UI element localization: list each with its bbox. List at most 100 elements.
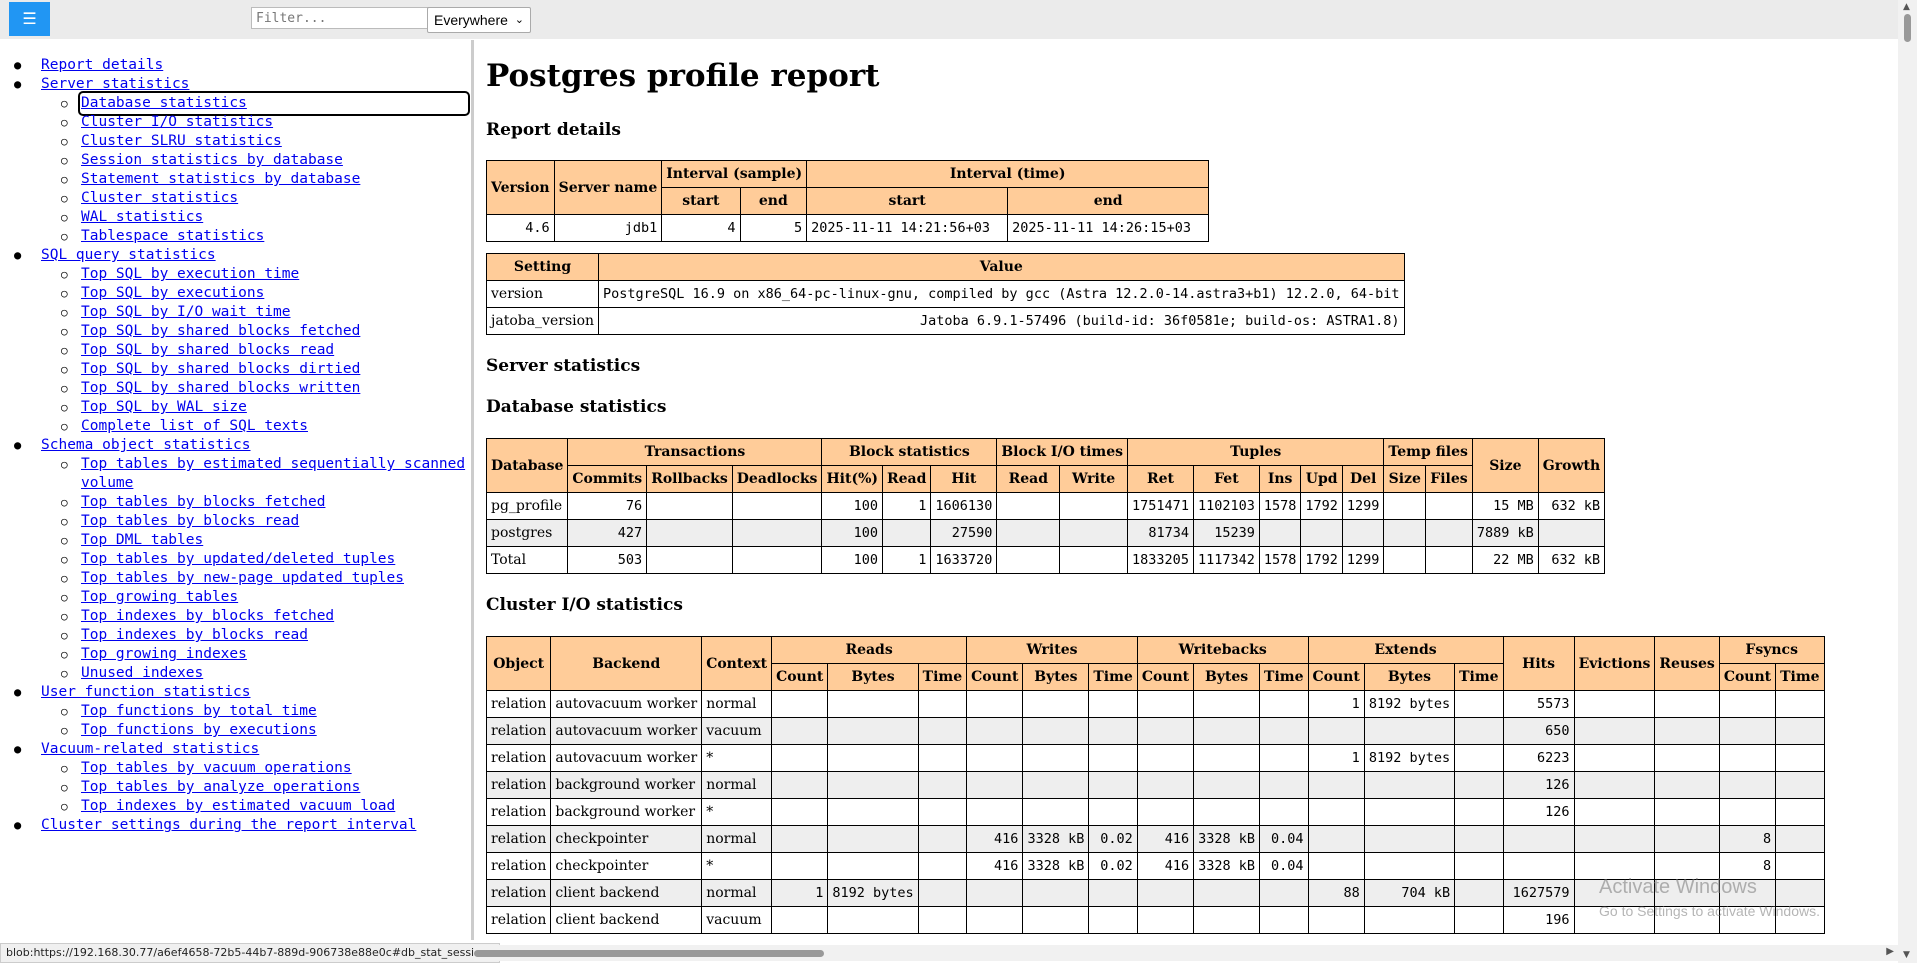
sidebar-link[interactable]: Report details [41,57,164,73]
horizontal-scroll-thumb[interactable] [474,950,824,957]
table-cell [771,852,829,880]
vertical-scrollbar[interactable]: ▲ ▼ [1898,0,1917,963]
sidebar-sublink[interactable]: Top indexes by blocks fetched [81,608,335,624]
table-cell: 126 [1502,771,1575,799]
table-cell [1454,906,1504,934]
scope-select[interactable]: Everywhere ⌄ [427,7,531,33]
table-cell [1258,519,1302,547]
table-cell [966,690,1024,718]
sidebar-link[interactable]: Schema object statistics [41,437,251,453]
sidebar-sublink[interactable]: Top tables by analyze operations [81,779,361,795]
table-cell [827,852,919,880]
sidebar-subitem: ○ Database statistics [41,91,470,116]
report-details-heading: Report details [486,120,621,140]
table-cell: 81734 [1127,519,1194,547]
circle-bullet-icon: ○ [61,116,68,129]
table-cell: 27590 [930,519,998,547]
horizontal-scrollbar[interactable]: ▶ [474,945,1898,961]
sidebar-sublink[interactable]: Top SQL by I/O wait time [81,304,291,320]
sidebar-sublink[interactable]: Top SQL by shared blocks written [81,380,361,396]
sidebar-sublink[interactable]: Top functions by total time [81,703,317,719]
sidebar-subitem: ○ Tablespace statistics [41,227,470,246]
sidebar-sublink[interactable]: Top growing indexes [81,646,247,662]
table-cell: 196 [1502,906,1575,934]
sidebar-sublink[interactable]: Tablespace statistics [81,228,265,244]
bullet-icon: ● [14,58,22,72]
sidebar-link[interactable]: User function statistics [41,684,251,700]
sidebar-sublink[interactable]: Top SQL by execution time [81,266,300,282]
sidebar-sublink[interactable]: Top tables by updated/deleted tuples [81,551,396,567]
sidebar-sublink[interactable]: Top indexes by blocks read [81,627,308,643]
circle-bullet-icon: ○ [61,420,68,433]
sidebar-sublink[interactable]: Complete list of SQL texts [81,418,308,434]
sidebar-sublink[interactable]: Top tables by blocks fetched [81,494,326,510]
table-cell [1259,798,1309,826]
col-context: Context [701,636,773,691]
table-cell [1383,492,1427,520]
col-interval-time: Interval (time) [806,160,1210,188]
scroll-down-icon[interactable]: ▼ [1903,950,1910,960]
sidebar-sublink[interactable]: Unused indexes [81,665,204,681]
table-cell [1454,879,1504,907]
sidebar-sublink[interactable]: Top DML tables [81,532,204,548]
col-block-statistics: Block statistics [821,438,998,466]
sub-column-header: Write [1059,465,1129,493]
sidebar-link[interactable]: SQL query statistics [41,247,216,263]
sub-column-header: Del [1341,465,1385,493]
sidebar-sublink[interactable]: Top SQL by shared blocks fetched [81,323,361,339]
scroll-right-icon[interactable]: ▶ [1886,946,1894,957]
scroll-up-icon[interactable]: ▲ [1903,2,1910,12]
sidebar-subitem: ○ Top tables by estimated sequentially sc… [41,455,470,493]
sidebar-link[interactable]: Vacuum-related statistics [41,741,260,757]
table-cell [1059,546,1129,574]
sidebar-sublink[interactable]: Top SQL by shared blocks dirtied [81,361,361,377]
bullet-icon: ● [14,438,22,452]
vertical-scroll-thumb[interactable] [1904,14,1911,42]
table-cell [1502,852,1575,880]
table-cell [917,690,968,718]
sidebar-item: ● Server statistics ○ Database statistics ○ C… [0,75,470,246]
bullet-icon: ● [14,685,22,699]
col-version: Version [486,160,555,215]
sidebar-sublink[interactable]: WAL statistics [81,209,204,225]
sidebar-sublink[interactable]: Top tables by blocks read [81,513,300,529]
sub-column-header: Fet [1192,465,1260,493]
sidebar-sublink[interactable]: Top SQL by WAL size [81,399,247,415]
sidebar-subitem: ○ Top SQL by shared blocks dirtied [41,360,470,379]
sidebar-sublink[interactable]: Top SQL by executions [81,285,265,301]
table-cell [1654,852,1720,880]
circle-bullet-icon: ○ [61,287,68,300]
table-cell [1259,744,1309,772]
table-cell: 1299 [1341,546,1385,574]
table-cell: 1 [771,879,829,907]
sidebar-sublink[interactable]: Cluster statistics [81,190,239,206]
sub-column-header: Size [1383,465,1427,493]
sidebar-sublink[interactable]: Top indexes by estimated vacuum load [81,798,396,814]
database-statistics-table: Database Transactions Block statistics B… [486,438,1606,574]
table-cell: autovacuum worker [550,690,703,718]
table-cell [1136,690,1195,718]
hamburger-menu-button[interactable]: ☰ [9,2,50,36]
table-cell [1022,690,1090,718]
cell-sample-end: 5 [739,214,808,242]
sidebar-sublink[interactable]: Top tables by vacuum operations [81,760,352,776]
table-cell [1136,879,1195,907]
table-cell: 416 [1136,852,1195,880]
sidebar-sublink[interactable]: Session statistics by database [81,152,343,168]
table-cell: postgres [486,519,569,547]
sidebar-sublink[interactable]: Database statistics [78,91,470,116]
sidebar-sublink[interactable]: Cluster I/O statistics [81,114,274,130]
sidebar-sublink[interactable]: Top growing tables [81,589,239,605]
table-cell: autovacuum worker [550,717,703,745]
sidebar-sublink[interactable]: Top SQL by shared blocks read [81,342,335,358]
sidebar-sublink[interactable]: Cluster SLRU statistics [81,133,282,149]
sidebar-sublink[interactable]: Top tables by estimated sequentially sca… [81,456,466,491]
table-row: relation autovacuum worker vacuum 650 [486,717,1825,745]
sidebar-link[interactable]: Server statistics [41,76,190,92]
sidebar-sublink[interactable]: Statement statistics by database [81,171,361,187]
sidebar-link[interactable]: Cluster settings during the report inter… [41,817,417,833]
filter-input[interactable] [251,7,429,29]
sidebar-sublink[interactable]: Top functions by executions [81,722,317,738]
col-reads: Reads [771,636,968,664]
sidebar-sublink[interactable]: Top tables by new-page updated tuples [81,570,405,586]
